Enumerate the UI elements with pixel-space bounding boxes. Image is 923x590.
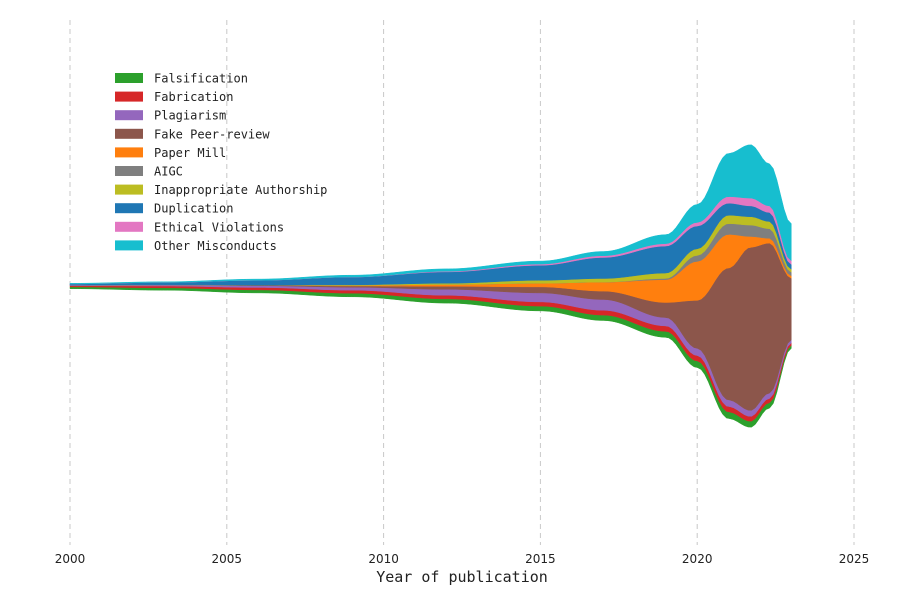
legend-label: Other Misconducts — [154, 239, 277, 253]
x-tick-label: 2020 — [682, 552, 713, 566]
legend-swatch — [115, 221, 143, 232]
x-tick-label: 2000 — [55, 552, 86, 566]
legend-swatch — [115, 110, 143, 121]
x-tick-label: 2010 — [368, 552, 399, 566]
x-axis-label: Year of publication — [376, 568, 548, 586]
legend-label: Fabrication — [154, 90, 233, 104]
legend-label: Plagiarism — [154, 109, 226, 123]
legend-label: Inappropriate Authorship — [154, 183, 327, 197]
legend-label: AIGC — [154, 165, 183, 179]
x-tick-label: 2005 — [212, 552, 243, 566]
legend-label: Paper Mill — [154, 146, 226, 160]
x-axis-ticks: 2000 2005 2010 2015 2020 2025 — [55, 552, 870, 566]
legend: Falsification Fabrication Plagiarism Fake P… — [115, 72, 327, 253]
x-tick-label: 2025 — [839, 552, 870, 566]
legend-label: Falsification — [154, 72, 248, 86]
x-tick-label: 2015 — [525, 552, 556, 566]
legend-label: Ethical Violations — [154, 220, 284, 234]
legend-swatch — [115, 184, 143, 195]
legend-label: Fake Peer-review — [154, 127, 270, 141]
legend-label: Duplication — [154, 202, 233, 216]
legend-swatch — [115, 128, 143, 139]
legend-swatch — [115, 240, 143, 251]
legend-swatch — [115, 203, 143, 214]
legend-swatch — [115, 73, 143, 83]
stream-other-misconducts — [69, 144, 792, 285]
legend-swatch — [115, 147, 143, 158]
stream-areas — [69, 144, 792, 428]
legend-swatch — [115, 91, 143, 102]
legend-swatch — [115, 166, 143, 176]
